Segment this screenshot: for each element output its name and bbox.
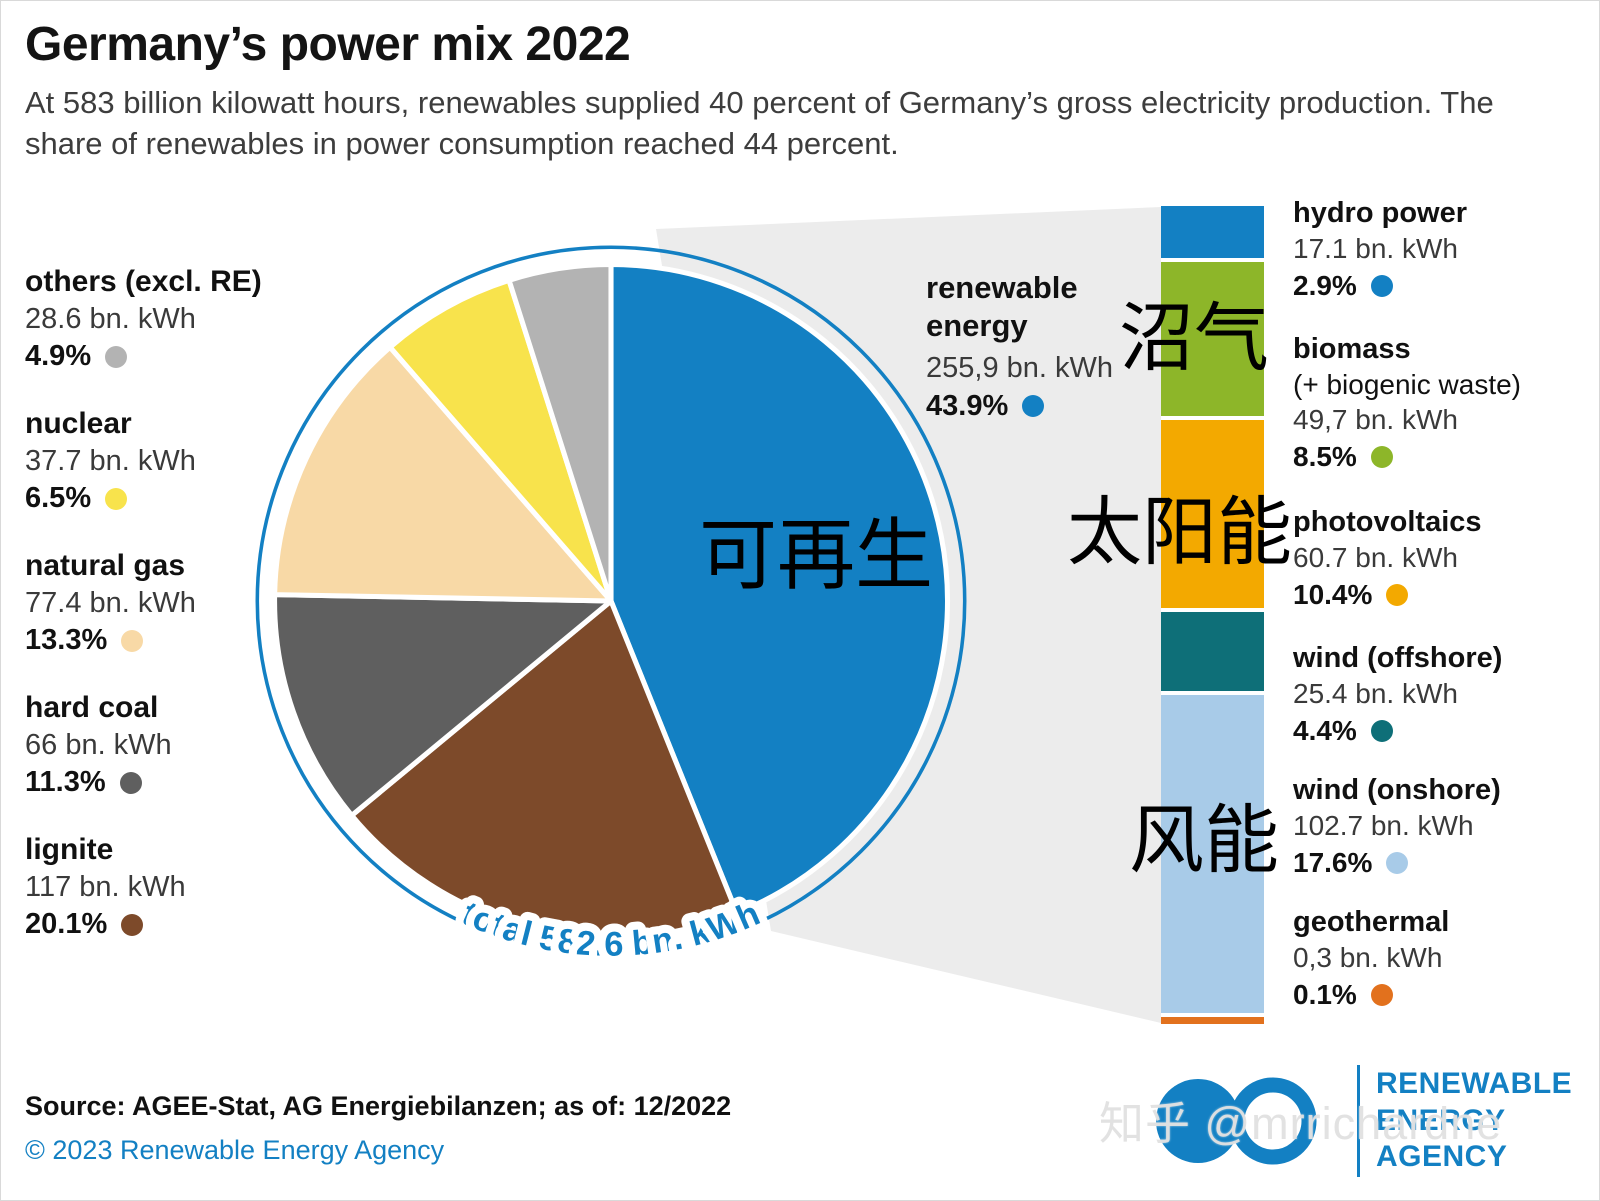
pie-slice-others-excl-re bbox=[506, 261, 614, 604]
source-note: Source: AGEE-Stat, AG Energiebilanzen; a… bbox=[25, 1091, 732, 1121]
legend-color-dot bbox=[1370, 983, 1393, 1006]
legend-name: biomass bbox=[1293, 333, 1411, 365]
agency-logo: RENEWABLE ENERGY AGENCY bbox=[1141, 1061, 1572, 1181]
legend-color-dot bbox=[1370, 445, 1393, 468]
logo-divider bbox=[1357, 1065, 1360, 1177]
legend-percent: 13.3% bbox=[25, 622, 196, 660]
legend-item-natural-gas: natural gas 77.4 bn. kWh 13.3% bbox=[25, 547, 196, 660]
legend-value: 17.1 bn. kWh bbox=[1293, 233, 1458, 265]
logo-line-3: AGENCY bbox=[1376, 1140, 1508, 1174]
legend-percent: 8.5% bbox=[1293, 439, 1521, 475]
page-title: Germany’s power mix 2022 bbox=[25, 18, 631, 71]
legend-color-dot bbox=[1386, 851, 1409, 874]
pie-slice-hard-coal bbox=[272, 592, 614, 818]
legend-color-dot bbox=[121, 914, 144, 937]
annotation-biomass: 沼气 bbox=[1119, 296, 1270, 380]
renewables-legend-item-photovoltaics: photovoltaics 60.7 bn. kWh 10.4% bbox=[1293, 504, 1482, 613]
legend-percent: 0.1% bbox=[1293, 977, 1449, 1013]
legend-value: 28.6 bn. kWh bbox=[25, 302, 196, 335]
callout-value: 255,9 bn. kWh bbox=[926, 351, 1113, 384]
legend-name: geothermal bbox=[1293, 906, 1450, 938]
renewables-legend-item-biomass: biomass (+ biogenic waste) 49,7 bn. kWh 8.5… bbox=[1293, 331, 1521, 475]
subtitle: At 583 billion kilowatt hours, renewable… bbox=[25, 85, 1494, 161]
legend-item-others-excl-re: others (excl. RE) 28.6 bn. kWh 4.9% bbox=[25, 263, 262, 376]
bar-segment-wind-offshore bbox=[1161, 611, 1264, 692]
legend-name: wind (offshore) bbox=[1293, 642, 1503, 674]
pie-slice-lignite bbox=[349, 598, 740, 940]
legend-value: 102.7 bn. kWh bbox=[1293, 810, 1474, 842]
legend-item-nuclear: nuclear 37.7 bn. kWh 6.5% bbox=[25, 405, 196, 518]
legend-value: 66 bn. kWh bbox=[25, 728, 172, 761]
legend-percent: 4.4% bbox=[1293, 713, 1502, 749]
copyright-note: © 2023 Renewable Energy Agency bbox=[25, 1135, 445, 1165]
legend-value: 77.4 bn. kWh bbox=[25, 586, 196, 619]
legend-name: hard coal bbox=[25, 691, 159, 724]
logo-line-2: ENERGY bbox=[1376, 1103, 1506, 1137]
bar-segment-hydro-power bbox=[1161, 206, 1264, 259]
legend-name: photovoltaics bbox=[1293, 506, 1482, 538]
annotation-renewable: 可再生 bbox=[699, 511, 934, 599]
bar-segment-geothermal bbox=[1161, 1016, 1264, 1024]
bar-segment-wind-onshore bbox=[1161, 695, 1264, 1013]
legend-name: hydro power bbox=[1293, 197, 1468, 229]
legend-name: natural gas bbox=[25, 549, 186, 582]
legend-percent: 17.6% bbox=[1293, 845, 1501, 881]
bar-segment-biomass bbox=[1161, 262, 1264, 416]
renewable-energy-callout: renewable energy 255,9 bn. kWh 43.9% bbox=[926, 269, 1161, 423]
legend-percent: 6.5% bbox=[25, 480, 196, 518]
legend-percent: 20.1% bbox=[25, 906, 186, 944]
legend-color-dot bbox=[1370, 274, 1393, 297]
renewables-legend-item-geothermal: geothermal 0,3 bn. kWh 0.1% bbox=[1293, 904, 1449, 1013]
bar-segment-photovoltaics bbox=[1161, 419, 1264, 608]
renewables-stacked-bar bbox=[1161, 206, 1264, 1024]
legend-percent: 2.9% bbox=[1293, 268, 1467, 304]
legend-percent: 4.9% bbox=[25, 338, 262, 376]
pie-chart: total 582.6 bn. kWh bbox=[236, 226, 986, 976]
renewables-legend-item-wind-onshore: wind (onshore) 102.7 bn. kWh 17.6% bbox=[1293, 772, 1501, 881]
legend-name: lignite bbox=[25, 833, 114, 866]
legend-item-lignite: lignite 117 bn. kWh 20.1% bbox=[25, 831, 186, 944]
legend-value: 25.4 bn. kWh bbox=[1293, 678, 1458, 710]
legend-value: 60.7 bn. kWh bbox=[1293, 542, 1458, 574]
infinity-logo-icon bbox=[1156, 1077, 1317, 1165]
legend-name: nuclear bbox=[25, 407, 132, 440]
legend-name: others (excl. RE) bbox=[25, 265, 262, 298]
logo-text: RENEWABLE ENERGY AGENCY bbox=[1376, 1066, 1572, 1176]
legend-value: 49,7 bn. kWh bbox=[1293, 404, 1458, 436]
legend-value: 0,3 bn. kWh bbox=[1293, 942, 1443, 974]
pie-slice-natural-gas bbox=[272, 344, 614, 604]
legend-color-dot bbox=[1370, 719, 1393, 742]
legend-value: 37.7 bn. kWh bbox=[25, 444, 196, 477]
callout-percent: 43.9% bbox=[926, 390, 1161, 423]
pie-legend: others (excl. RE) 28.6 bn. kWh 4.9% nuclear… bbox=[25, 1, 295, 1001]
logo-line-1: RENEWABLE bbox=[1376, 1067, 1573, 1101]
legend-color-dot bbox=[119, 772, 142, 795]
pie-outer-ring bbox=[255, 245, 967, 957]
legend-value: 117 bn. kWh bbox=[25, 870, 186, 903]
annotation-photovoltaics: 太阳能 bbox=[1067, 490, 1293, 574]
pie-svg: total 582.6 bn. kWh bbox=[255, 245, 967, 972]
legend-percent: 11.3% bbox=[25, 764, 172, 802]
callout-name: renewable energy bbox=[926, 270, 1078, 343]
renewables-legend: hydro power 17.1 bn. kWh 2.9% biomass (+ bio… bbox=[1293, 1, 1598, 1101]
legend-percent: 10.4% bbox=[1293, 577, 1482, 613]
callout-percent-text: 43.9% bbox=[926, 389, 1009, 422]
legend-color-dot bbox=[1386, 583, 1409, 606]
pie-slice-renewable-energy bbox=[608, 261, 951, 916]
legend-name: wind (onshore) bbox=[1293, 774, 1501, 806]
legend-color-dot bbox=[121, 630, 144, 653]
annotation-wind: 风能 bbox=[1129, 798, 1280, 882]
legend-color-dot bbox=[105, 346, 128, 369]
pie-slice-nuclear bbox=[387, 277, 614, 604]
legend-color-dot bbox=[105, 488, 128, 511]
renewable-percent-dot bbox=[1022, 395, 1045, 418]
watermark: 知乎 @mrrichardne bbox=[1099, 1098, 1503, 1149]
legend-subtext: (+ biogenic waste) bbox=[1293, 369, 1522, 401]
legend-item-hard-coal: hard coal 66 bn. kWh 11.3% bbox=[25, 689, 172, 802]
renewables-legend-item-wind-offshore: wind (offshore) 25.4 bn. kWh 4.4% bbox=[1293, 640, 1502, 749]
renewables-legend-item-hydro-power: hydro power 17.1 bn. kWh 2.9% bbox=[1293, 195, 1467, 304]
